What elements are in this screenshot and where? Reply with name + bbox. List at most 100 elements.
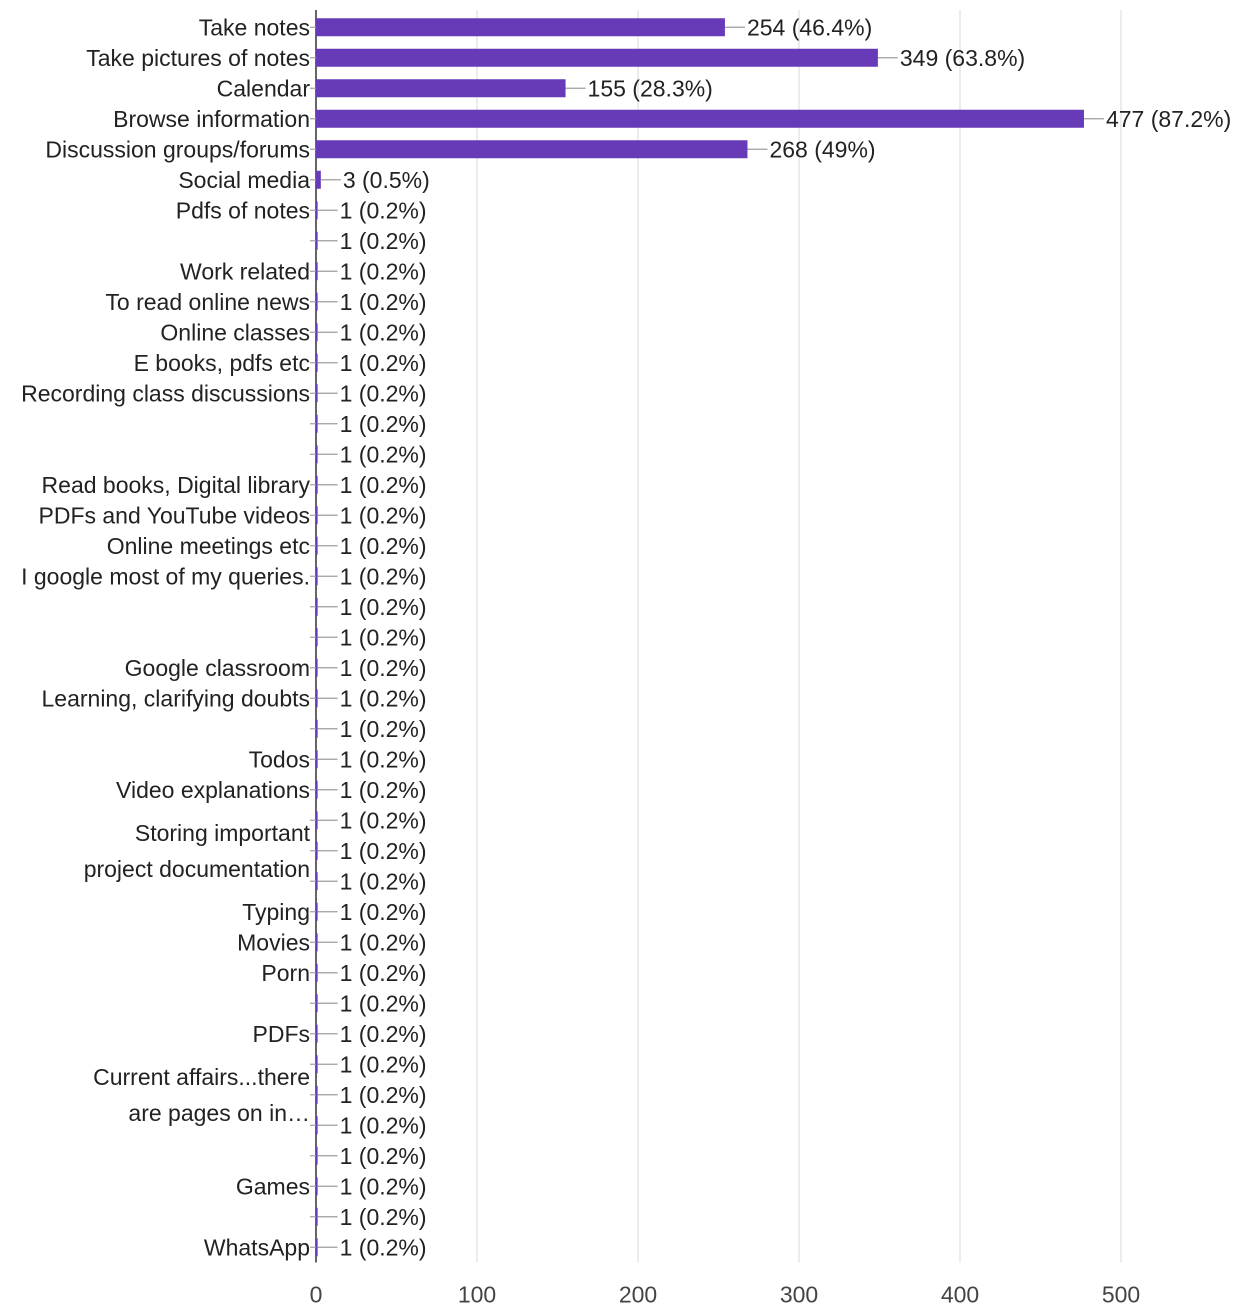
- bar: [316, 353, 318, 372]
- category-label: PDFs and YouTube videos: [39, 502, 311, 528]
- bar: [316, 872, 318, 891]
- data-label: 1 (0.2%): [340, 1112, 427, 1138]
- x-tick-label: 300: [780, 1282, 818, 1308]
- bar: [316, 140, 748, 159]
- category-label: Take notes: [199, 14, 310, 40]
- bar: [316, 628, 318, 647]
- category-label: Recording class discussions: [21, 380, 310, 406]
- bar: [316, 536, 318, 555]
- category-label: Read books, Digital library: [42, 472, 311, 498]
- bar: [316, 780, 318, 799]
- data-label: 1 (0.2%): [340, 228, 427, 254]
- category-label: I google most of my queries.: [21, 563, 310, 589]
- category-label: Video explanations: [116, 777, 310, 803]
- data-label: 1 (0.2%): [340, 594, 427, 620]
- data-label: 477 (87.2%): [1106, 106, 1231, 132]
- category-label: project documentation: [84, 856, 310, 882]
- data-label: 1 (0.2%): [340, 777, 427, 803]
- category-label: Storing important: [135, 820, 311, 846]
- bar: [316, 811, 318, 830]
- category-label: Porn: [261, 960, 310, 986]
- data-label: 1 (0.2%): [340, 289, 427, 315]
- bar: [316, 262, 318, 281]
- category-label: Calendar: [217, 75, 311, 101]
- data-label: 1 (0.2%): [340, 746, 427, 772]
- data-label: 1 (0.2%): [340, 350, 427, 376]
- bar: [316, 323, 318, 342]
- bar: [316, 292, 318, 311]
- data-label: 1 (0.2%): [340, 960, 427, 986]
- data-label: 1 (0.2%): [340, 624, 427, 650]
- category-label: Work related: [180, 258, 310, 284]
- category-label: Learning, clarifying doubts: [42, 685, 311, 711]
- data-label: 1 (0.2%): [340, 1234, 427, 1260]
- x-tick-label: 0: [310, 1282, 323, 1308]
- data-label: 268 (49%): [769, 136, 875, 162]
- data-label: 1 (0.2%): [340, 655, 427, 681]
- bar: [316, 231, 318, 250]
- data-label: 1 (0.2%): [340, 807, 427, 833]
- data-label: 1 (0.2%): [340, 533, 427, 559]
- data-label: 1 (0.2%): [340, 990, 427, 1016]
- bar: [316, 658, 318, 677]
- x-tick-label: 200: [619, 1282, 657, 1308]
- bar: [316, 1116, 318, 1135]
- bar: [316, 445, 318, 464]
- data-label: 1 (0.2%): [340, 1173, 427, 1199]
- bar: [316, 750, 318, 769]
- data-label: 3 (0.5%): [343, 167, 430, 193]
- category-label: Movies: [237, 929, 310, 955]
- bar: [316, 1085, 318, 1104]
- bar: [316, 567, 318, 586]
- data-label: 1 (0.2%): [340, 319, 427, 345]
- bar: [316, 1177, 318, 1196]
- data-label: 1 (0.2%): [340, 929, 427, 955]
- data-label: 1 (0.2%): [340, 411, 427, 437]
- data-label: 1 (0.2%): [340, 197, 427, 223]
- category-label: Discussion groups/forums: [45, 136, 310, 162]
- bar: [316, 1238, 318, 1257]
- bar: [316, 963, 318, 982]
- bar: [316, 201, 318, 220]
- data-label: 1 (0.2%): [340, 1082, 427, 1108]
- category-label: Online classes: [160, 319, 310, 345]
- category-label: Typing: [242, 899, 310, 925]
- bar: [316, 689, 318, 708]
- bar: [316, 475, 318, 494]
- category-label: are pages on in…: [128, 1100, 310, 1126]
- data-label: 254 (46.4%): [747, 14, 872, 40]
- bar: [316, 170, 321, 189]
- category-label: Take pictures of notes: [86, 45, 310, 71]
- category-label: PDFs: [253, 1021, 311, 1047]
- category-label: Online meetings etc: [107, 533, 310, 559]
- category-label: Todos: [249, 746, 310, 772]
- data-label: 1 (0.2%): [340, 563, 427, 589]
- bar: [316, 994, 318, 1013]
- bar: [316, 18, 725, 37]
- data-label: 1 (0.2%): [340, 899, 427, 925]
- bar: [316, 79, 566, 98]
- bar: [316, 48, 878, 67]
- bar: [316, 841, 318, 860]
- data-label: 155 (28.3%): [588, 75, 713, 101]
- bar: [316, 414, 318, 433]
- data-label: 1 (0.2%): [340, 472, 427, 498]
- data-label: 1 (0.2%): [340, 685, 427, 711]
- bar: [316, 506, 318, 525]
- data-label: 1 (0.2%): [340, 258, 427, 284]
- x-tick-label: 400: [941, 1282, 979, 1308]
- bar: [316, 719, 318, 738]
- bar: [316, 109, 1084, 128]
- bar: [316, 902, 318, 921]
- bar: [316, 1146, 318, 1165]
- category-label: WhatsApp: [204, 1234, 310, 1260]
- data-label: 1 (0.2%): [340, 380, 427, 406]
- bar: [316, 597, 318, 616]
- bar: [316, 1024, 318, 1043]
- data-label: 1 (0.2%): [340, 1021, 427, 1047]
- bar: [316, 384, 318, 403]
- data-label: 1 (0.2%): [340, 838, 427, 864]
- category-label: Pdfs of notes: [176, 197, 310, 223]
